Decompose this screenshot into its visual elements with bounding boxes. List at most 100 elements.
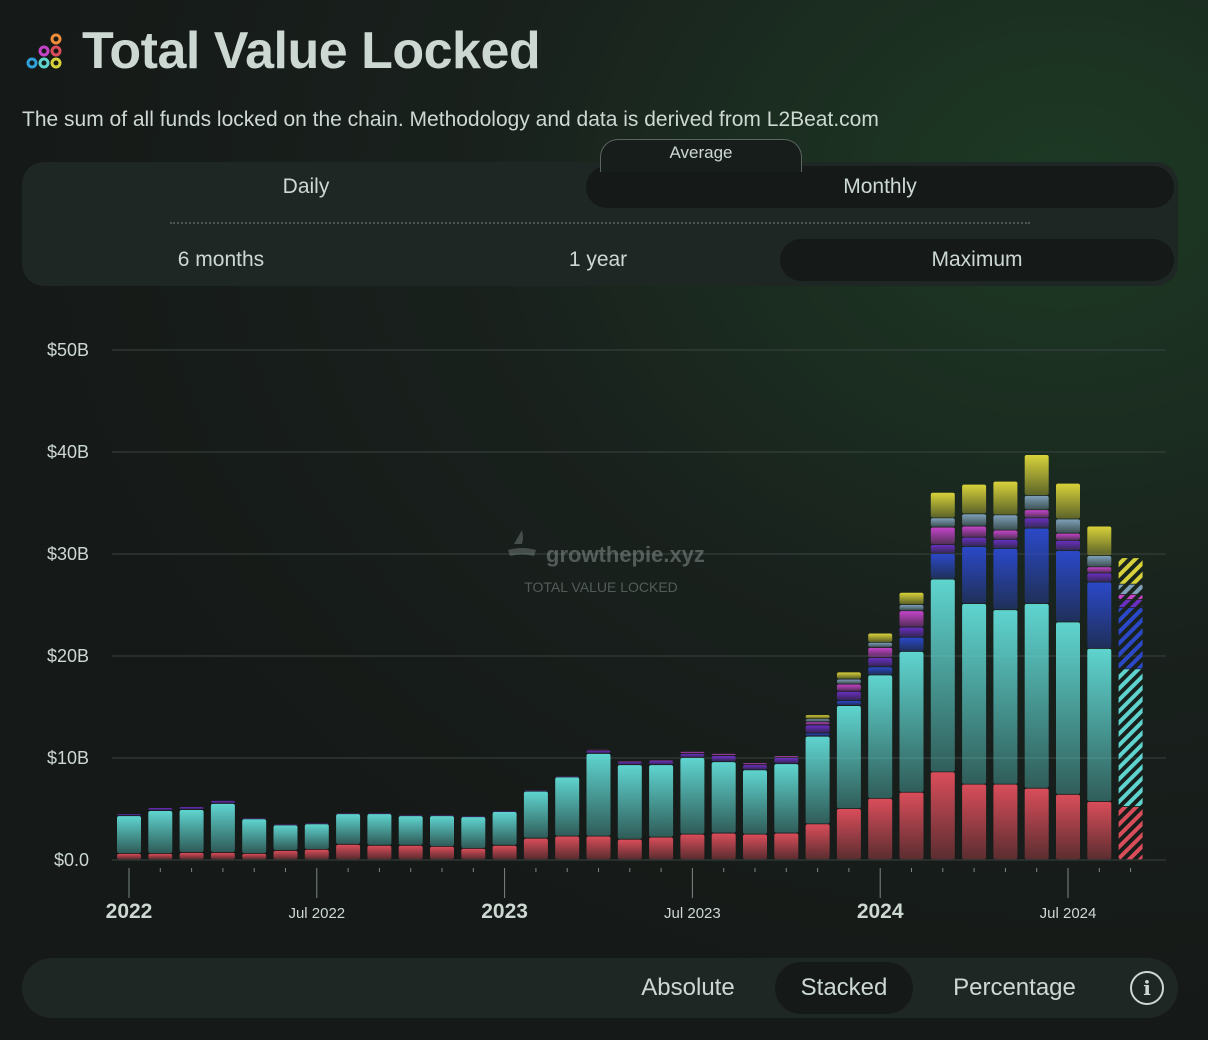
bar-segment[interactable] [461,817,486,848]
bar-segment[interactable] [649,765,674,837]
bar-segment[interactable] [367,845,392,860]
bar-segment[interactable] [461,816,486,817]
bar-segment[interactable] [492,812,517,845]
bar-segment[interactable] [962,484,987,514]
bar-segment[interactable] [492,811,517,812]
bar-segment[interactable] [962,546,987,604]
bar-segment[interactable] [179,852,204,860]
bar-segment[interactable] [868,658,893,667]
bar-segment[interactable] [492,845,517,860]
bar-segment[interactable] [242,818,267,819]
bar-segment[interactable] [1024,518,1049,528]
bar-segment[interactable] [1087,567,1112,573]
info-icon[interactable]: i [1130,971,1164,1005]
bar-segment[interactable] [398,816,423,845]
bar-segment[interactable] [148,853,173,860]
bar-segment[interactable] [711,762,736,833]
bar-segment[interactable] [1087,556,1112,567]
bar-segment[interactable] [899,605,924,611]
bar-segment[interactable] [1087,582,1112,649]
bar-segment[interactable] [1024,495,1049,510]
bar-segment[interactable] [993,784,1018,860]
bar-segment[interactable] [836,705,861,809]
bar-segment[interactable] [868,647,893,658]
bar-segment[interactable] [1118,806,1143,860]
bar-segment[interactable] [273,850,298,860]
bar-segment[interactable] [523,790,548,792]
bar-segment[interactable] [1056,483,1080,519]
bar-segment[interactable] [1087,801,1112,860]
bar-segment[interactable] [148,811,173,854]
bar-segment[interactable] [962,526,987,537]
bar-segment[interactable] [617,761,642,762]
option-maximum[interactable]: Maximum [780,239,1174,281]
bar-segment[interactable] [1056,519,1080,533]
bar-segment[interactable] [586,836,611,860]
bar-segment[interactable] [899,592,924,605]
bar-segment[interactable] [523,791,548,838]
bar-segment[interactable] [774,833,799,860]
bar-segment[interactable] [930,772,955,860]
bar-segment[interactable] [899,627,924,637]
mode-stacked[interactable]: Stacked [775,962,913,1014]
bar-segment[interactable] [1056,622,1080,794]
bar-segment[interactable] [836,700,861,706]
bar-segment[interactable] [555,776,580,777]
bar-segment[interactable] [1056,550,1080,622]
bar-segment[interactable] [774,755,799,758]
bar-segment[interactable] [1087,573,1112,582]
bar-segment[interactable] [210,803,235,853]
bar-segment[interactable] [617,765,642,839]
bar-segment[interactable] [993,539,1018,549]
bar-segment[interactable] [617,839,642,860]
bar-segment[interactable] [836,684,861,691]
bar-segment[interactable] [743,763,767,765]
mode-percentage[interactable]: Percentage [953,974,1076,1001]
bar-segment[interactable] [1024,510,1049,518]
bar-segment[interactable] [836,672,861,679]
bar-segment[interactable] [962,537,987,547]
bar-segment[interactable] [711,753,736,756]
bar-segment[interactable] [336,813,361,814]
bar-segment[interactable] [1118,594,1143,600]
bar-segment[interactable] [774,764,799,833]
bar-segment[interactable] [649,837,674,860]
bar-segment[interactable] [398,845,423,860]
bar-segment[interactable] [1056,540,1080,551]
bar-segment[interactable] [962,603,987,784]
bar-segment[interactable] [148,807,173,811]
bar-segment[interactable] [836,679,861,684]
bar-segment[interactable] [962,514,987,526]
bar-segment[interactable] [367,813,392,814]
option-daily[interactable]: Daily [282,175,330,198]
bar-segment[interactable] [993,548,1018,610]
bar-segment[interactable] [1087,648,1112,802]
bar-segment[interactable] [117,814,141,816]
bar-segment[interactable] [868,667,893,675]
bar-segment[interactable] [304,849,329,860]
bar-segment[interactable] [930,518,955,527]
bar-segment[interactable] [899,611,924,627]
bar-segment[interactable] [555,836,580,860]
bar-segment[interactable] [242,853,267,860]
bar-segment[interactable] [617,762,642,765]
bar-segment[interactable] [430,815,454,816]
bar-segment[interactable] [461,848,486,860]
bar-segment[interactable] [743,834,767,860]
bar-segment[interactable] [117,816,141,854]
bar-segment[interactable] [336,844,361,860]
bar-segment[interactable] [899,792,924,860]
bar-segment[interactable] [805,722,830,725]
bar-segment[interactable] [117,853,141,860]
bar-segment[interactable] [930,554,955,579]
bar-segment[interactable] [711,755,736,762]
bar-segment[interactable] [1024,603,1049,788]
bar-segment[interactable] [586,753,611,836]
bar-segment[interactable] [1087,526,1112,556]
bar-segment[interactable] [868,675,893,798]
bar-segment[interactable] [805,725,830,733]
bar-segment[interactable] [680,751,705,754]
bar-segment[interactable] [179,810,204,853]
bar-segment[interactable] [1118,608,1143,669]
bar-segment[interactable] [210,800,235,804]
